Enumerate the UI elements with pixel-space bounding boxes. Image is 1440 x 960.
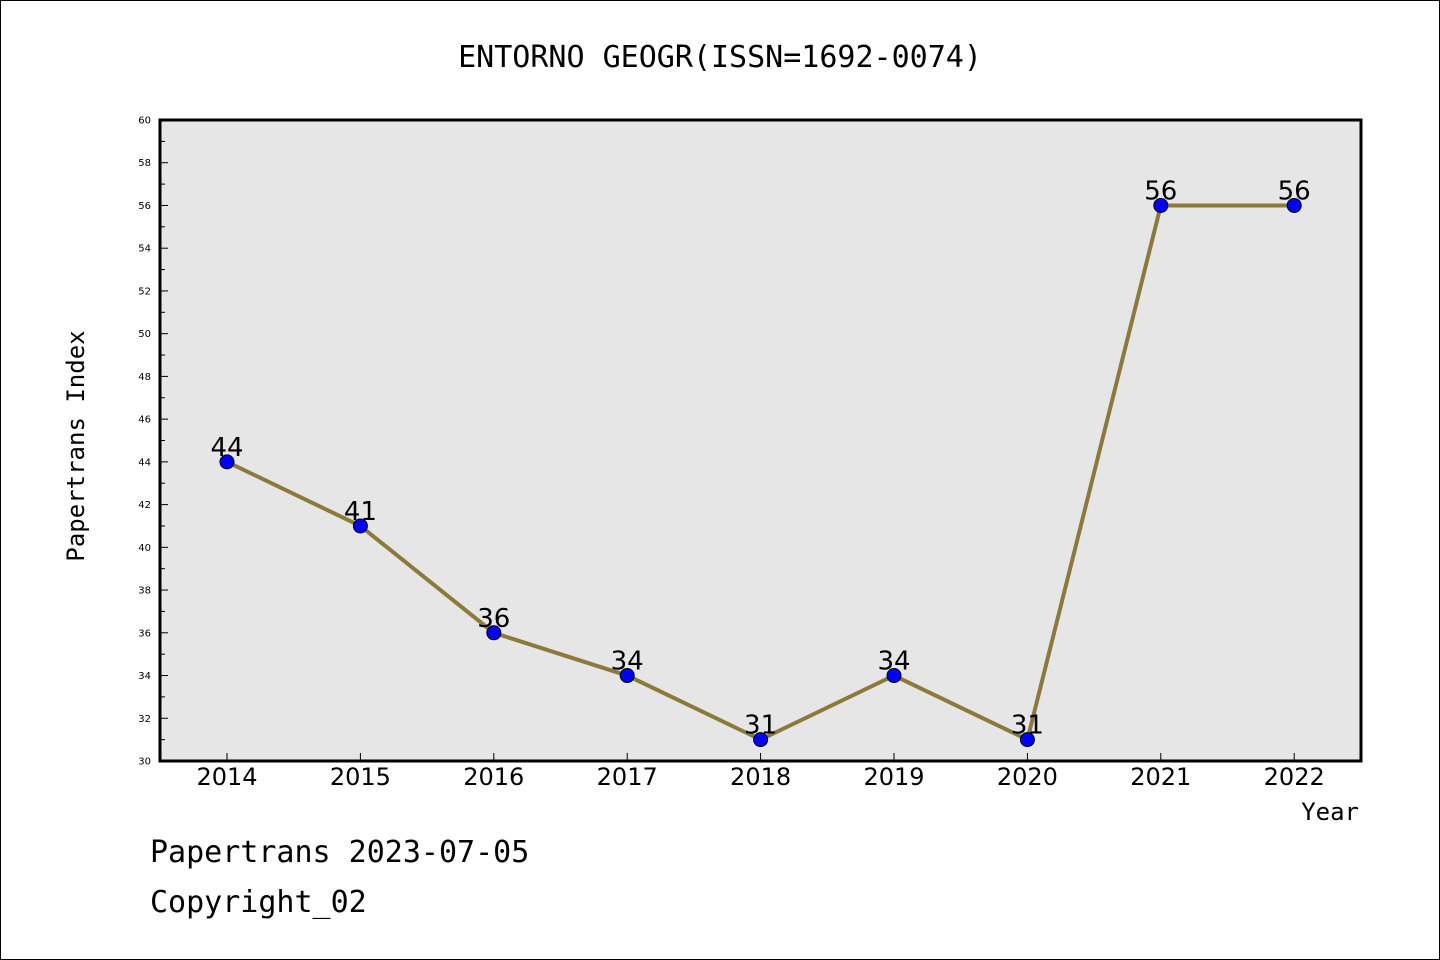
data-label: 34 <box>611 647 644 677</box>
footer-date: Papertrans 2023-07-05 <box>150 835 530 870</box>
y-tick-label: 34 <box>138 671 151 682</box>
y-tick-label: 42 <box>138 500 151 511</box>
data-point <box>486 625 502 641</box>
plot-area <box>158 118 1363 763</box>
y-axis: 30 32 34 36 38 40 42 44 46 48 50 52 54 56 58 60 <box>138 116 168 768</box>
x-axis: 2014 2015 2016 2017 2018 2019 2020 2021 2022 <box>196 753 1325 791</box>
data-point <box>352 518 368 534</box>
data-point <box>619 668 635 684</box>
x-tick-label: 2018 <box>730 763 791 791</box>
y-tick-label: 44 <box>138 457 151 468</box>
series-layer: 44 41 36 34 31 34 31 56 56 <box>210 176 1311 748</box>
x-tick-label: 2017 <box>597 763 658 791</box>
y-tick-label: 52 <box>138 286 151 297</box>
data-label: 34 <box>877 647 910 677</box>
x-axis-label: Year <box>1301 798 1359 826</box>
data-point <box>886 668 902 684</box>
y-tick-label: 50 <box>138 329 151 340</box>
data-label: 56 <box>1144 176 1177 206</box>
x-tick-label: 2020 <box>997 763 1058 791</box>
data-point <box>1019 732 1035 748</box>
data-label: 56 <box>1278 176 1311 206</box>
y-tick-label: 46 <box>138 415 151 426</box>
y-tick-label: 32 <box>138 714 151 725</box>
x-tick-label: 2019 <box>863 763 924 791</box>
y-tick-label: 30 <box>138 757 151 768</box>
y-tick-label: 48 <box>138 372 151 383</box>
x-tick-label: 2022 <box>1264 763 1325 791</box>
y-tick-label: 54 <box>138 244 151 255</box>
y-axis-label: Papertrans Index <box>62 330 90 561</box>
data-point <box>1286 197 1302 213</box>
data-label: 41 <box>344 497 377 527</box>
data-label: 31 <box>744 711 777 741</box>
y-tick-label: 40 <box>138 543 151 554</box>
x-tick-label: 2015 <box>330 763 391 791</box>
data-label: 36 <box>477 604 510 634</box>
chart-title: ENTORNO GEOGR(ISSN=1692-0074) <box>458 40 982 75</box>
data-point <box>753 732 769 748</box>
y-tick-label: 60 <box>138 116 151 127</box>
y-tick-label: 36 <box>138 628 151 639</box>
x-tick-label: 2021 <box>1130 763 1191 791</box>
data-label: 44 <box>210 433 243 463</box>
data-point <box>1153 197 1169 213</box>
y-tick-label: 58 <box>138 158 151 169</box>
y-tick-label: 56 <box>138 201 151 212</box>
x-tick-label: 2016 <box>463 763 524 791</box>
data-point <box>219 454 235 470</box>
footer-copyright: Copyright_02 <box>150 885 367 920</box>
data-label: 31 <box>1011 711 1044 741</box>
x-tick-label: 2014 <box>196 763 257 791</box>
y-tick-label: 38 <box>138 586 151 597</box>
